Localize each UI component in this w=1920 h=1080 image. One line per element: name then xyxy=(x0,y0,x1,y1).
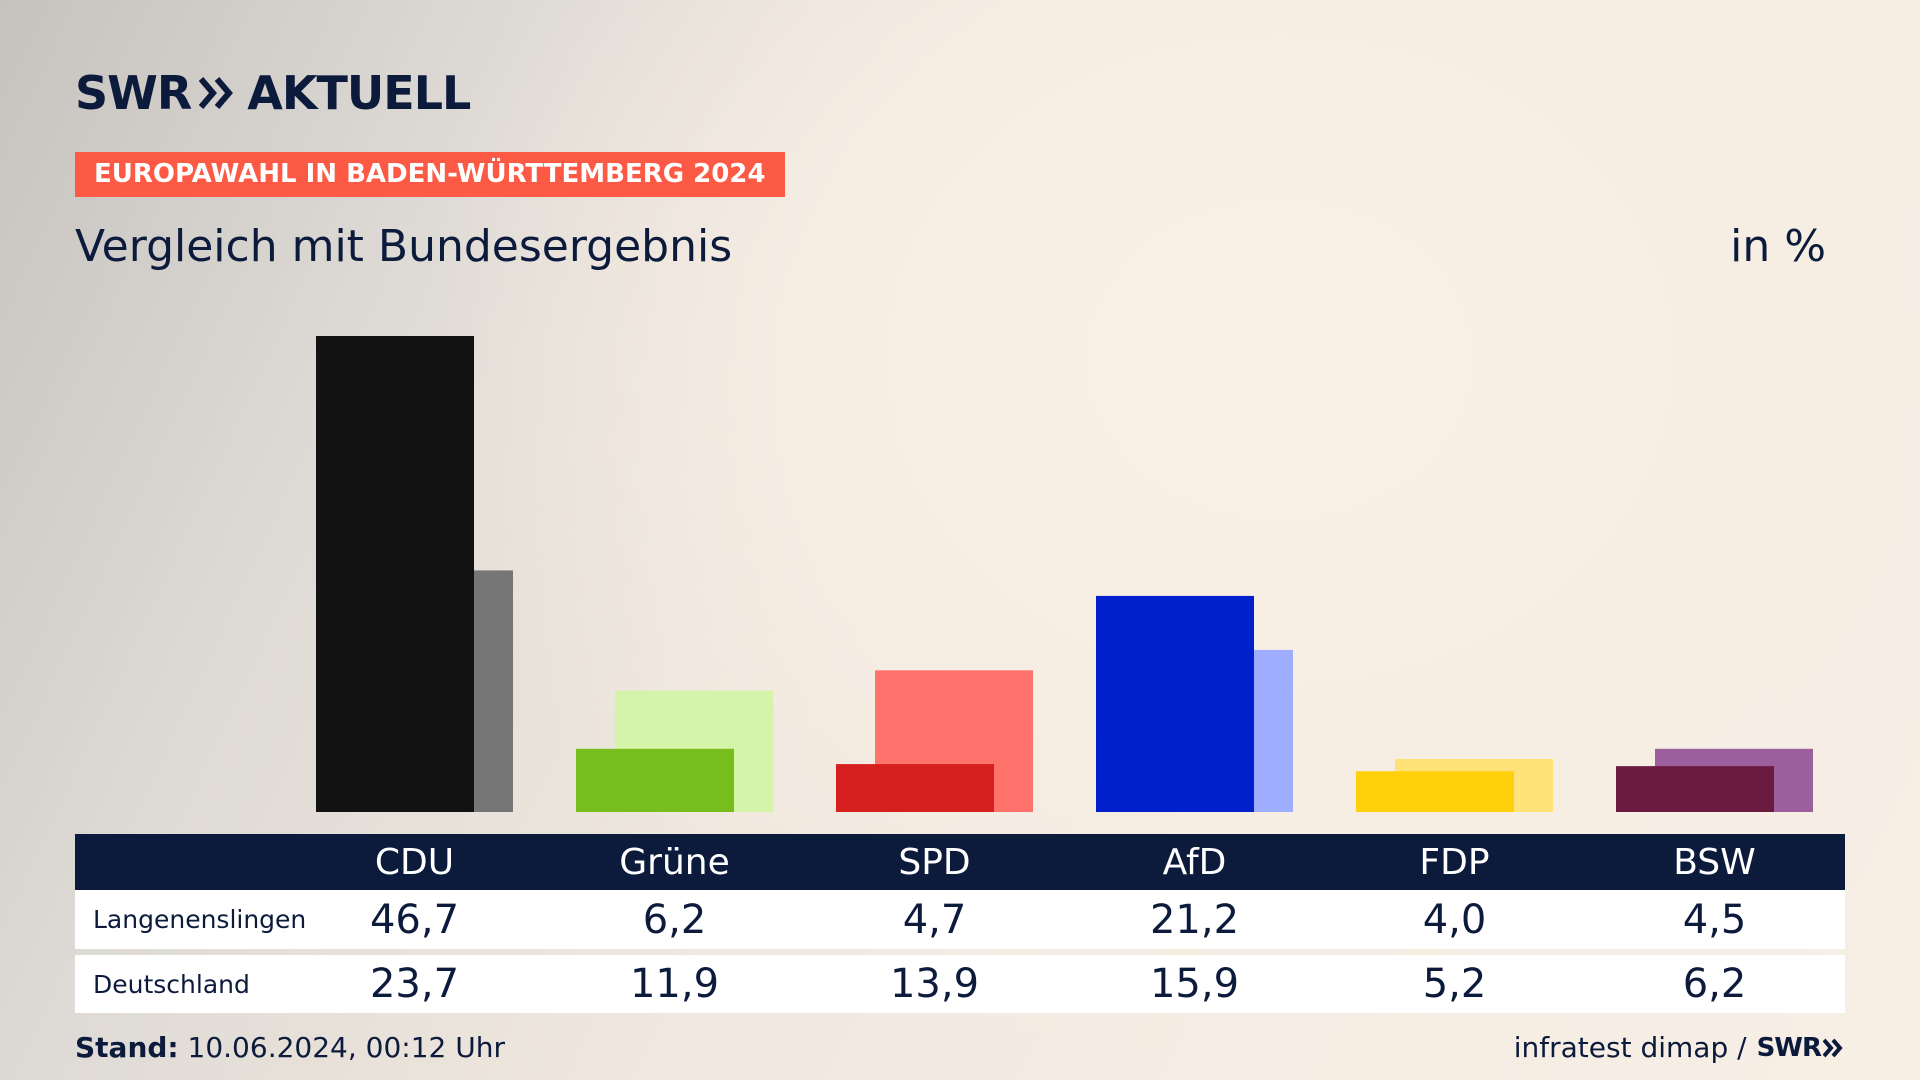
table-header: CDU Grüne SPD AfD FDP BSW xyxy=(75,834,1845,890)
source-text: infratest dimap / xyxy=(1513,1031,1747,1064)
bar-gruene-local xyxy=(576,748,734,812)
party-label-spd: SPD xyxy=(898,841,971,883)
table-row-local: Langenenslingen 46,7 6,2 4,7 21,2 4,0 4,5 xyxy=(75,890,1845,949)
bar-afd-local xyxy=(1096,595,1254,812)
source-logo: SWR xyxy=(1757,1028,1845,1068)
value-local-bsw: 4,5 xyxy=(1682,896,1747,943)
value-national-fdp: 5,2 xyxy=(1422,961,1487,1007)
row-cells-national: 23,7 11,9 13,9 15,9 5,2 6,2 xyxy=(315,955,1845,1013)
value-national-bsw: 6,2 xyxy=(1682,961,1747,1007)
election-badge: EUROPAWAHL IN BADEN-WÜRTTEMBERG 2024 xyxy=(75,152,786,197)
swr-aktuell-logo: SWR AKTUELL xyxy=(75,66,471,120)
party-label-gruene: Grüne xyxy=(619,841,730,883)
row-label-local: Langenenslingen xyxy=(93,905,307,934)
party-label-bsw: BSW xyxy=(1673,841,1756,883)
small-double-chevron-icon xyxy=(1823,1038,1843,1058)
bar-chart xyxy=(316,336,1813,812)
double-chevron-icon xyxy=(199,77,234,109)
value-local-fdp: 4,0 xyxy=(1422,896,1487,943)
timestamp-value: 10.06.2024, 00:12 Uhr xyxy=(187,1031,505,1064)
value-national-cdu: 23,7 xyxy=(369,961,460,1007)
source-credit: infratest dimap / SWR xyxy=(1514,1028,1845,1068)
bar-fdp-local xyxy=(1356,771,1514,812)
unit-label: in % xyxy=(1730,221,1826,272)
value-national-spd: 13,9 xyxy=(889,961,980,1007)
header-spacer xyxy=(75,834,315,890)
value-national-gruene: 11,9 xyxy=(629,961,720,1007)
bar-cdu-local xyxy=(316,336,474,812)
logo-brand: SWR xyxy=(75,66,192,120)
row-label-national: Deutschland xyxy=(93,969,250,999)
row-cells-local: 46,7 6,2 4,7 21,2 4,0 4,5 xyxy=(315,890,1845,949)
header-cells: CDU Grüne SPD AfD FDP BSW xyxy=(315,834,1845,890)
logo-section: AKTUELL xyxy=(247,66,471,120)
timestamp: Stand: 10.06.2024, 00:12 Uhr xyxy=(75,1028,505,1068)
table-row-national: Deutschland 23,7 11,9 13,9 15,9 5,2 6,2 xyxy=(75,955,1845,1013)
bar-spd-local xyxy=(836,764,994,812)
party-label-fdp: FDP xyxy=(1419,841,1490,883)
chart-subtitle: Vergleich mit Bundesergebnis xyxy=(75,221,733,272)
value-local-afd: 21,2 xyxy=(1149,896,1240,943)
party-label-cdu: CDU xyxy=(374,841,455,883)
value-local-spd: 4,7 xyxy=(902,896,967,943)
party-label-afd: AfD xyxy=(1162,841,1227,883)
timestamp-label: Stand: xyxy=(75,1031,179,1064)
bar-bsw-local xyxy=(1616,766,1774,812)
value-national-afd: 15,9 xyxy=(1149,961,1240,1007)
value-local-gruene: 6,2 xyxy=(642,896,707,943)
value-local-cdu: 46,7 xyxy=(369,896,460,943)
source-logo-text: SWR xyxy=(1756,1033,1822,1063)
results-table: CDU Grüne SPD AfD FDP BSW Langenenslingen 46,… xyxy=(75,834,1845,1013)
